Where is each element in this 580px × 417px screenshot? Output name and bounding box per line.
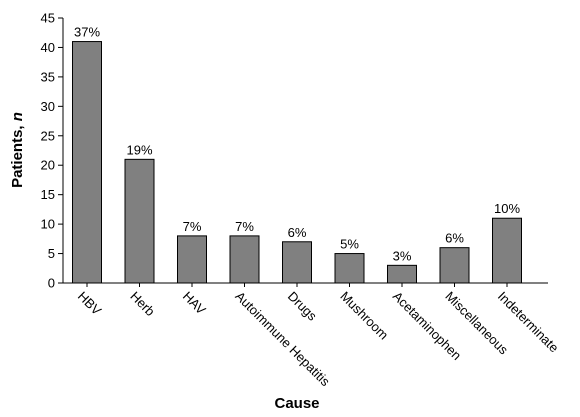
bar xyxy=(72,41,102,284)
bar-data-label: 5% xyxy=(340,237,359,252)
bar xyxy=(492,217,522,284)
y-axis-title-variable: n xyxy=(9,112,26,121)
bar xyxy=(177,235,207,284)
x-category-label: Drugs xyxy=(285,289,320,324)
x-category-label: HAV xyxy=(180,289,209,318)
y-tick-label: 30 xyxy=(41,99,55,114)
y-tick-label: 35 xyxy=(41,69,55,84)
y-axis: 0 5 10 15 20 25 30 35 40 45 xyxy=(41,11,64,291)
x-category-label: HBV xyxy=(75,289,105,319)
bar-data-label: 7% xyxy=(235,219,254,234)
bars-group: 37% 19% 7% 7% 6% 5% 3% 6% 10% xyxy=(72,25,522,284)
y-tick-label: 0 xyxy=(48,276,55,291)
y-tick-label: 20 xyxy=(41,158,55,173)
bar-data-label: 6% xyxy=(288,225,307,240)
bar-data-label: 10% xyxy=(494,201,520,216)
bar-data-label: 3% xyxy=(393,248,412,263)
x-category-label: Herb xyxy=(127,289,158,320)
bar xyxy=(229,235,260,284)
y-tick-label: 45 xyxy=(41,11,55,26)
y-tick-label: 25 xyxy=(41,128,55,143)
bar-data-label: 7% xyxy=(183,219,202,234)
bar-data-label: 19% xyxy=(126,142,152,157)
bar-data-label: 6% xyxy=(445,231,464,246)
bar xyxy=(124,158,155,284)
bar xyxy=(334,253,365,284)
y-axis-title: Patients, n xyxy=(9,112,26,188)
y-tick-label: 10 xyxy=(41,217,55,232)
x-axis-title: Cause xyxy=(274,395,319,412)
bar xyxy=(282,241,312,284)
y-tick-label: 15 xyxy=(41,187,55,202)
x-category-label: Mushroom xyxy=(337,289,391,343)
y-tick-label: 40 xyxy=(41,40,55,55)
bar xyxy=(439,247,470,284)
y-axis-title-text: Patients, xyxy=(9,121,26,188)
bar-data-label: 37% xyxy=(74,25,100,40)
x-category-label: Autoimmune Hepatitis xyxy=(232,289,333,390)
y-tick-label: 5 xyxy=(48,246,55,261)
bar xyxy=(387,264,417,284)
